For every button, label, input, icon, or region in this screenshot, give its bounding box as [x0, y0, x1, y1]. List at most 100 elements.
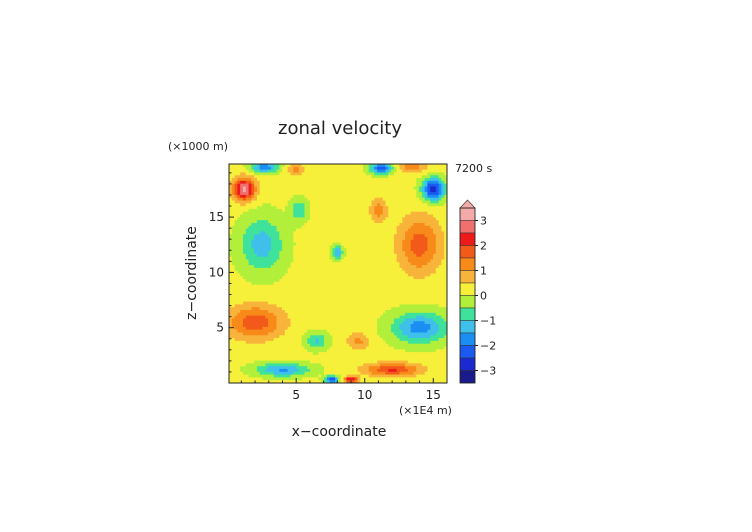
contour-cell: [354, 380, 358, 384]
contour-cell: [332, 332, 336, 336]
contour-cell: [402, 259, 406, 263]
contour-cell: [268, 371, 272, 375]
contour-cell: [262, 222, 266, 227]
contour-cell: [340, 368, 344, 373]
contour-cell: [393, 315, 398, 319]
contour-cell: [388, 290, 392, 294]
contour-cell: [338, 206, 342, 210]
contour-cell: [270, 371, 275, 375]
contour-cell: [368, 225, 372, 229]
contour-cell: [301, 180, 305, 185]
contour-cell: [324, 214, 328, 218]
contour-cell: [240, 208, 244, 213]
contour-cell: [385, 360, 389, 364]
contour-cell: [321, 169, 325, 173]
contour-cell: [290, 279, 294, 283]
contour-cell: [248, 194, 252, 199]
contour-cell: [371, 284, 375, 288]
contour-cell: [282, 234, 286, 238]
contour-cell: [360, 208, 364, 213]
contour-cell: [388, 315, 392, 319]
contour-cell: [287, 380, 291, 384]
contour-cell: [393, 371, 398, 375]
contour-cell: [340, 346, 344, 350]
contour-cell: [231, 208, 235, 213]
contour-cell: [360, 298, 364, 302]
contour-cell: [405, 340, 409, 345]
contour-cell: [329, 251, 333, 255]
contour-cell: [365, 220, 370, 224]
contour-cell: [234, 354, 238, 359]
contour-cell: [318, 239, 322, 244]
contour-cell: [368, 357, 372, 361]
contour-cell: [368, 166, 372, 171]
contour-cell: [268, 203, 272, 207]
contour-cell: [393, 307, 398, 311]
contour-cell: [240, 349, 244, 353]
contour-cell: [251, 307, 255, 311]
contour-cell: [276, 284, 280, 288]
contour-cell: [293, 349, 297, 353]
contour-cell: [254, 172, 258, 176]
contour-cell: [324, 239, 328, 244]
contour-cell: [237, 349, 241, 353]
contour-cell: [279, 239, 283, 244]
contour-cell: [234, 242, 238, 246]
contour-cell: [357, 287, 361, 291]
contour-cell: [256, 279, 261, 283]
contour-cell: [338, 169, 342, 173]
contour-cell: [273, 164, 277, 168]
contour-cell: [321, 380, 325, 384]
contour-cell: [379, 270, 384, 274]
contour-cell: [335, 262, 339, 266]
contour-cell: [351, 374, 356, 378]
contour-cell: [393, 326, 398, 331]
contour-cell: [304, 203, 308, 207]
contour-cell: [357, 276, 361, 280]
contour-cell: [349, 335, 353, 339]
contour-cell: [343, 245, 347, 249]
contour-cell: [273, 237, 277, 241]
contour-cell: [338, 211, 342, 215]
contour-cell: [360, 349, 364, 353]
contour-cell: [338, 234, 342, 238]
contour-cell: [301, 270, 305, 274]
contour-cell: [335, 192, 339, 196]
contour-cell: [279, 290, 283, 294]
contour-cell: [240, 186, 244, 190]
contour-cell: [268, 217, 272, 221]
contour-cell: [396, 256, 400, 260]
contour-cell: [256, 242, 261, 246]
contour-cell: [360, 324, 364, 328]
contour-cell: [379, 211, 384, 215]
contour-cell: [301, 208, 305, 213]
contour-cell: [354, 200, 358, 204]
contour-cell: [307, 239, 311, 244]
contour-cell: [242, 189, 247, 193]
contour-cell: [365, 318, 370, 322]
contour-cell: [315, 214, 319, 218]
contour-cell: [393, 192, 398, 196]
contour-cell: [371, 248, 375, 252]
contour-cell: [374, 281, 378, 286]
contour-cell: [229, 200, 233, 204]
contour-cell: [284, 180, 289, 185]
contour-cell: [231, 234, 235, 238]
contour-cell: [293, 197, 297, 201]
contour-cell: [293, 329, 297, 333]
contour-cell: [335, 265, 339, 269]
contour-cell: [259, 208, 263, 213]
contour-cell: [237, 380, 241, 384]
contour-cell: [315, 380, 319, 384]
contour-cell: [393, 293, 398, 297]
contour-cell: [335, 189, 339, 193]
contour-cell: [279, 256, 283, 260]
contour-cell: [259, 293, 263, 297]
contour-cell: [268, 343, 272, 347]
contour-cell: [329, 214, 333, 218]
contour-cell: [265, 259, 269, 263]
contour-cell: [315, 217, 319, 221]
contour-cell: [276, 256, 280, 260]
contour-cell: [307, 298, 311, 302]
contour-cell: [254, 293, 258, 297]
